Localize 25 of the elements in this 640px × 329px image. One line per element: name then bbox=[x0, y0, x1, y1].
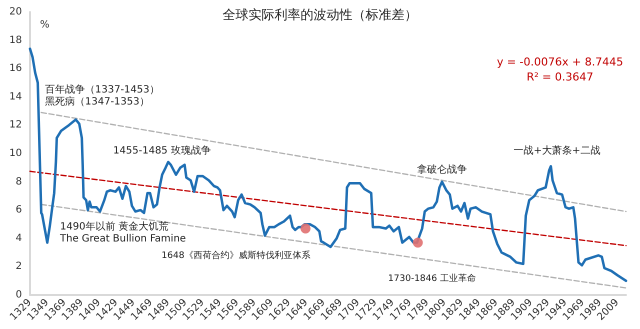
annotation: 1730-1846 工业革命 bbox=[388, 273, 476, 284]
annotation: 拿破仑战争 bbox=[417, 164, 467, 176]
annotation: 1490年以前 黄金大饥荒 bbox=[60, 220, 169, 232]
annotation: 黑死病（1347-1353） bbox=[45, 96, 150, 108]
y-tick-label: 14 bbox=[9, 91, 22, 102]
annotation: 1455-1485 玫瑰战争 bbox=[113, 144, 211, 156]
y-axis-title: % bbox=[40, 20, 50, 30]
annotation: The Great Bullion Famine bbox=[59, 234, 186, 244]
y-tick-label: 0 bbox=[16, 290, 22, 300]
annotation: 1648《西荷合约》威斯特伐利亚体系 bbox=[162, 250, 310, 261]
line-series bbox=[28, 48, 628, 282]
annotation: 一战+大萧条+二战 bbox=[514, 144, 600, 156]
y-tick-label: 6 bbox=[16, 204, 22, 216]
y-tick-label: 4 bbox=[16, 232, 22, 244]
annotation: y = -0.0076x + 8.7445 bbox=[496, 56, 624, 68]
y-tick-label: 18 bbox=[9, 34, 22, 46]
annotation: R² = 0.3647 bbox=[526, 70, 594, 84]
chart-title: 全球实际利率的波动性（标准差） bbox=[222, 7, 418, 23]
y-tick-label: 12 bbox=[9, 120, 22, 131]
y-tick-label: 20 bbox=[9, 6, 22, 18]
y-tick-label: 10 bbox=[9, 148, 22, 159]
y-tick-label: 16 bbox=[9, 63, 22, 74]
annotation: 百年战争（1337-1453） bbox=[45, 84, 160, 96]
y-tick-label: 2 bbox=[16, 261, 22, 272]
y-tick-label: 8 bbox=[16, 176, 22, 188]
